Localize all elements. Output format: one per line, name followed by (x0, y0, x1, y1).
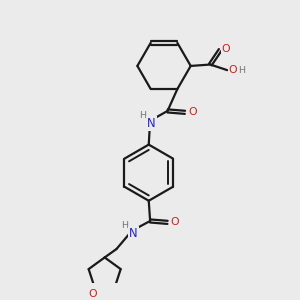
Text: O: O (188, 107, 197, 117)
Text: H: H (238, 66, 245, 75)
Text: N: N (147, 117, 156, 130)
Text: H: H (139, 111, 146, 120)
Text: O: O (170, 218, 179, 227)
Text: H: H (121, 221, 128, 230)
Text: O: O (88, 289, 97, 299)
Text: O: O (221, 44, 230, 53)
Text: N: N (129, 227, 138, 240)
Text: O: O (229, 65, 237, 75)
